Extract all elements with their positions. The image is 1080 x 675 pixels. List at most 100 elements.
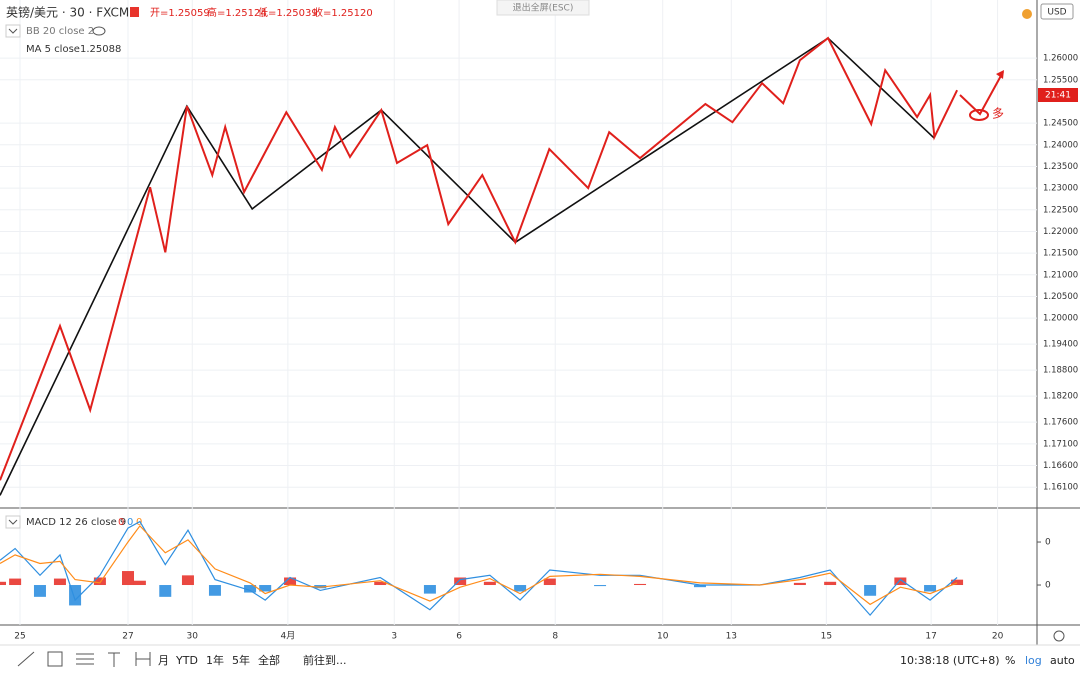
histogram-bar xyxy=(0,581,6,586)
x-tick-label: 4月 xyxy=(281,631,296,642)
histogram-bar xyxy=(259,585,272,592)
range-button[interactable]: YTD xyxy=(175,654,198,667)
ohlc-open: 开=1.25059 xyxy=(150,8,210,19)
histogram-bar xyxy=(543,578,556,586)
y-tick-label: 1.16100 xyxy=(1043,483,1078,493)
y-tick-label: 1.24500 xyxy=(1043,119,1078,129)
chevron xyxy=(8,519,18,525)
y-tick-label: 1.21500 xyxy=(1043,249,1078,259)
countdown: 21:41 xyxy=(1045,91,1071,101)
arrow xyxy=(959,71,1004,116)
histogram-bar xyxy=(374,581,387,586)
histogram-bar xyxy=(454,577,467,586)
histogram-bar xyxy=(181,575,194,586)
circle-mark xyxy=(969,109,989,121)
flag xyxy=(130,7,139,17)
y-tick-label: 0 xyxy=(1045,581,1051,591)
y-tick-label: 1.22000 xyxy=(1043,227,1078,237)
symbol: 英镑/美元 · 30 · FXCM xyxy=(6,5,129,20)
x-tick-label: 20 xyxy=(992,632,1004,642)
histogram-bar xyxy=(483,581,496,586)
histogram-bar xyxy=(208,585,221,596)
x-tick-label: 30 xyxy=(187,632,199,642)
histogram-bar xyxy=(894,577,907,586)
y-tick-label: 1.20000 xyxy=(1043,314,1078,324)
tool-rect[interactable] xyxy=(47,651,63,667)
y-tick-label: 1.17100 xyxy=(1043,439,1078,449)
x-tick-label: 17 xyxy=(925,632,936,642)
ohlc-high: 高=1.25124 xyxy=(207,6,267,19)
histogram-bar xyxy=(33,585,46,597)
histogram-bar xyxy=(924,585,937,592)
y-tick-label: 1.23000 xyxy=(1043,184,1078,194)
exit-fullscreen-label: 退出全屏(ESC) xyxy=(513,2,574,14)
histogram-bar xyxy=(284,577,297,586)
histogram-bar xyxy=(122,571,135,586)
chevron xyxy=(8,28,18,34)
macd-readout: 0 xyxy=(118,517,124,528)
histogram-bar xyxy=(951,579,964,586)
currency: USD xyxy=(1047,8,1066,18)
tool-measure[interactable] xyxy=(135,652,151,666)
scale-option[interactable]: log xyxy=(1025,654,1042,667)
histogram-bar xyxy=(159,585,172,597)
x-tick-label: 15 xyxy=(821,632,832,642)
arrowhead xyxy=(996,70,1004,79)
y-tick-label: 1.23500 xyxy=(1043,162,1078,172)
y-tick-label: 1.19400 xyxy=(1043,340,1078,350)
tool-text[interactable] xyxy=(108,652,120,667)
range-button[interactable]: 5年 xyxy=(232,653,250,667)
y-tick-label: 1.24000 xyxy=(1043,140,1078,150)
histogram-bar xyxy=(53,578,66,586)
tool-line[interactable] xyxy=(17,651,35,667)
collapse-button[interactable] xyxy=(5,24,21,38)
alert-icon[interactable] xyxy=(1022,9,1032,19)
zigzag-line xyxy=(0,36,958,481)
countdown-tag xyxy=(1038,88,1078,102)
x-tick-label: 27 xyxy=(122,632,133,642)
y-tick-label: 1.21000 xyxy=(1043,270,1078,280)
macd-readout: 0 xyxy=(127,517,133,528)
ohlc-low: 低=1.25039 xyxy=(258,6,318,19)
drawing-tools xyxy=(17,630,1065,667)
x-tick-label: 25 xyxy=(14,632,25,642)
tool-fib[interactable] xyxy=(76,653,94,665)
y-tick-label: 1.18800 xyxy=(1043,366,1078,376)
range-button[interactable]: 1年 xyxy=(206,653,224,667)
settings-icon[interactable] xyxy=(1053,630,1065,642)
x-tick-label: 13 xyxy=(726,632,737,642)
indicator-bb: BB 20 close 2 xyxy=(26,26,94,37)
goto-button[interactable]: 前往到... xyxy=(303,653,347,667)
macd-line xyxy=(0,524,958,606)
histogram-bar xyxy=(93,577,106,586)
ma-value: 1.25088 xyxy=(80,44,121,55)
currency-box xyxy=(1040,3,1074,20)
histogram-bar xyxy=(594,585,607,587)
histogram-bar xyxy=(244,585,257,593)
visibility-icon[interactable] xyxy=(92,26,106,36)
y-tick-label: 0 xyxy=(1045,538,1051,548)
histogram-bar xyxy=(133,580,146,586)
x-tick-label: 6 xyxy=(456,632,462,642)
exit-fullscreen[interactable] xyxy=(496,0,590,16)
histogram-bar xyxy=(514,585,527,592)
y-tick-label: 1.17600 xyxy=(1043,418,1078,428)
range-button[interactable]: 全部 xyxy=(258,653,280,667)
clock: 10:38:18 (UTC+8) xyxy=(900,654,1000,667)
x-tick-label: 3 xyxy=(391,632,397,642)
scale-option[interactable]: % xyxy=(1005,654,1015,667)
macd-line xyxy=(0,520,958,617)
macd-title: MACD 12 26 close 9 xyxy=(26,517,126,528)
collapse-button[interactable] xyxy=(5,515,21,529)
y-tick-label: 1.22500 xyxy=(1043,205,1078,215)
x-tick-label: 8 xyxy=(552,632,558,642)
histogram-bar xyxy=(634,583,647,586)
ohlc-close: 收=1.25120 xyxy=(313,6,373,19)
histogram-bar xyxy=(9,578,22,586)
histogram-bar xyxy=(824,581,837,586)
scale-option[interactable]: auto xyxy=(1050,654,1075,667)
y-tick-label: 1.16600 xyxy=(1043,461,1078,471)
indicator-ma: MA 5 close xyxy=(26,44,80,55)
